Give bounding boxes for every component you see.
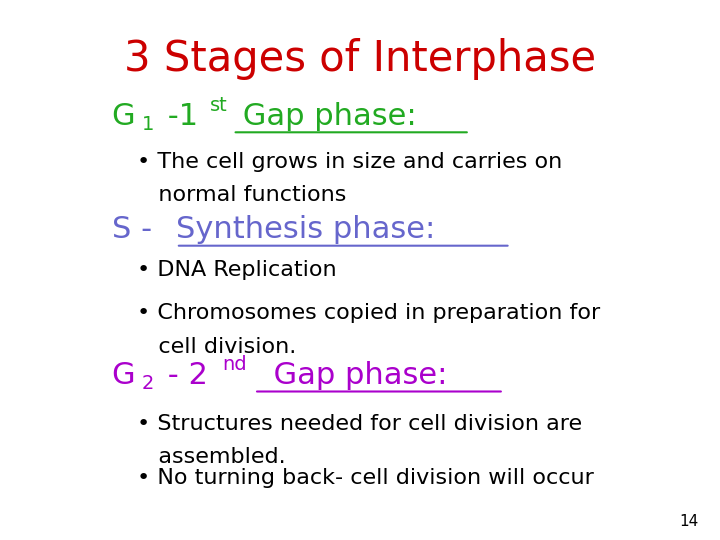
Text: assembled.: assembled. [137, 447, 285, 468]
Text: Gap phase:: Gap phase: [233, 102, 416, 131]
Text: • The cell grows in size and carries on: • The cell grows in size and carries on [137, 152, 562, 172]
Text: cell division.: cell division. [137, 336, 296, 357]
Text: S -: S - [112, 215, 161, 244]
Text: Synthesis phase:: Synthesis phase: [176, 215, 435, 244]
Text: Gap phase:: Gap phase: [254, 361, 448, 390]
Text: • Chromosomes copied in preparation for: • Chromosomes copied in preparation for [137, 303, 600, 323]
Text: G: G [112, 361, 135, 390]
Text: st: st [210, 96, 228, 115]
Text: 2: 2 [142, 374, 155, 394]
Text: • DNA Replication: • DNA Replication [137, 260, 336, 280]
Text: -1: -1 [158, 102, 198, 131]
Text: - 2: - 2 [158, 361, 208, 390]
Text: • No turning back- cell division will occur: • No turning back- cell division will oc… [137, 468, 594, 488]
Text: normal functions: normal functions [137, 185, 346, 206]
Text: • Structures needed for cell division are: • Structures needed for cell division ar… [137, 414, 582, 434]
Text: nd: nd [222, 355, 247, 374]
Text: 3 Stages of Interphase: 3 Stages of Interphase [124, 38, 596, 80]
Text: 1: 1 [142, 115, 155, 134]
Text: 14: 14 [679, 514, 698, 529]
Text: G: G [112, 102, 135, 131]
